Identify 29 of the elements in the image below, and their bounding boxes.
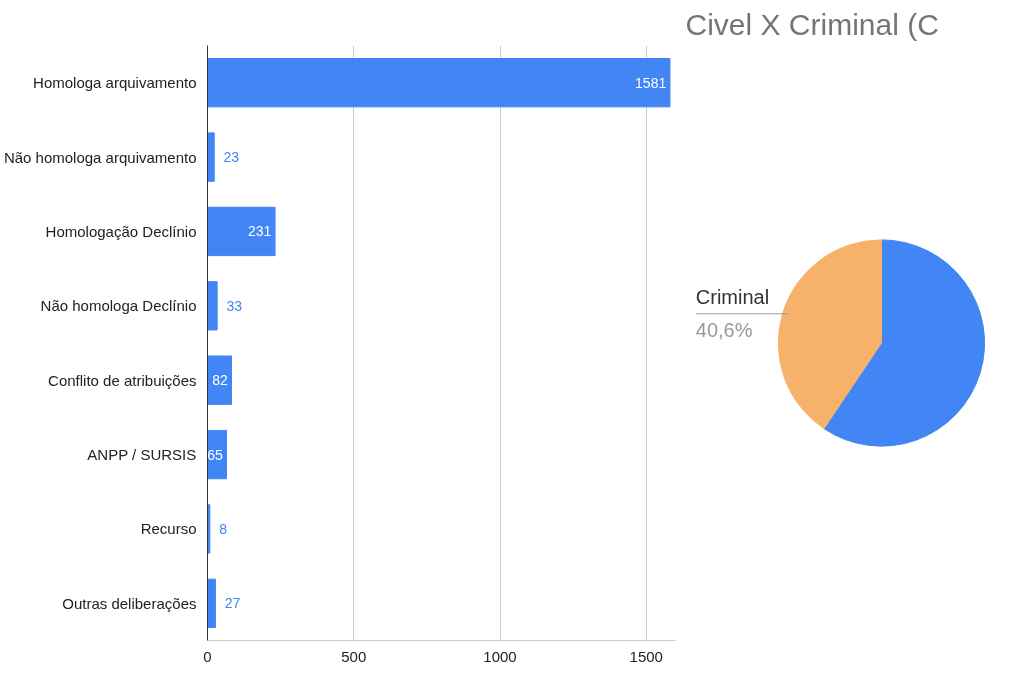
y-tick-label: Homologa arquivamento xyxy=(33,74,197,92)
y-tick-label: ANPP / SURSIS xyxy=(87,446,197,464)
data-label: 23 xyxy=(223,149,240,166)
slice-label: Criminal xyxy=(695,286,770,309)
data-label: 1581 xyxy=(635,74,667,91)
bar xyxy=(207,58,671,108)
y-tick-label: Outras deliberações xyxy=(62,594,197,612)
data-label: 65 xyxy=(207,446,223,463)
x-tick-label: 0 xyxy=(203,647,212,665)
x-tick-label: 1000 xyxy=(483,647,517,665)
y-tick-label: Recurso xyxy=(140,520,197,538)
bar xyxy=(207,132,215,182)
bar xyxy=(207,578,216,628)
x-tick-label: 1500 xyxy=(629,647,663,665)
x-tick-label: 500 xyxy=(341,647,367,665)
bar xyxy=(207,355,232,405)
chart-title: Civel X Criminal (C xyxy=(685,7,939,41)
y-tick-label: Homologação Declínio xyxy=(45,222,197,240)
bar xyxy=(207,281,218,331)
y-tick-label: Não homologa arquivamento xyxy=(3,148,197,166)
data-label: 82 xyxy=(212,372,228,389)
data-label: 40,6% xyxy=(695,319,753,342)
data-label: 8 xyxy=(219,520,228,537)
y-tick-label: Não homologa Declínio xyxy=(40,297,197,315)
y-tick-label: Conflito de atribuições xyxy=(48,371,197,389)
data-label: 231 xyxy=(247,223,272,240)
data-label: 33 xyxy=(226,297,243,314)
data-label: 27 xyxy=(224,595,241,612)
bar xyxy=(207,206,276,257)
